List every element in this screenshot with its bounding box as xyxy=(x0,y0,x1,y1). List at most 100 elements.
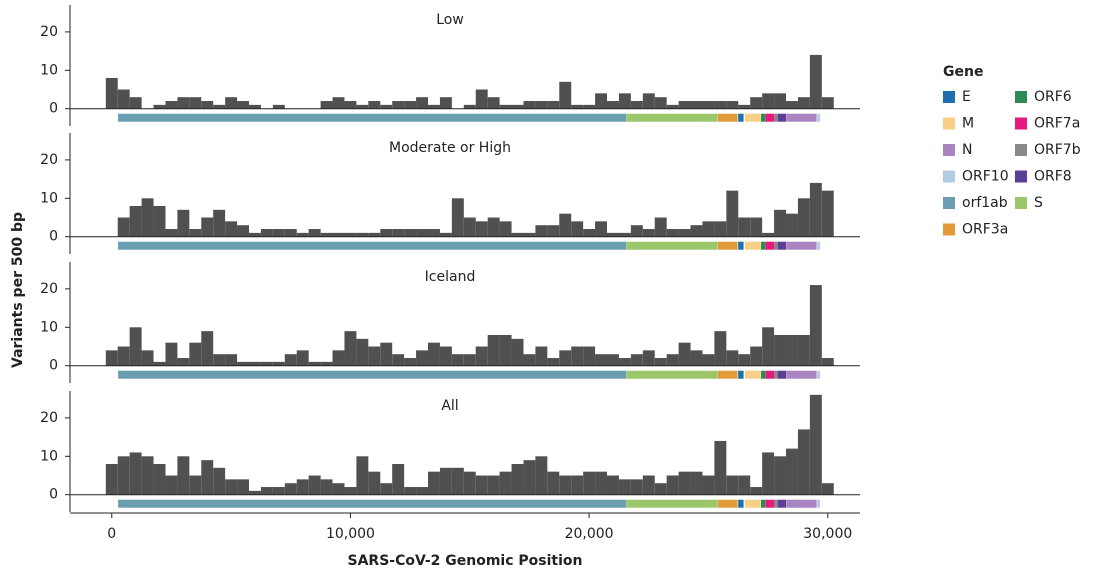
bar xyxy=(738,475,751,495)
gene-segment xyxy=(626,499,718,508)
bar xyxy=(225,221,238,237)
bar xyxy=(750,217,763,237)
bar xyxy=(750,97,763,109)
bar xyxy=(642,93,655,109)
bar xyxy=(642,475,655,495)
gene-segment xyxy=(777,370,787,379)
bar xyxy=(690,350,703,366)
bar xyxy=(356,104,369,109)
bar xyxy=(451,467,464,495)
bar xyxy=(189,342,202,366)
bar xyxy=(392,229,405,237)
gene-segment xyxy=(118,113,627,122)
bar xyxy=(499,471,512,495)
bar xyxy=(547,358,560,366)
gene-segment xyxy=(626,370,718,379)
legend-label: ORF7b xyxy=(1034,142,1081,158)
legend-swatch xyxy=(1015,117,1027,130)
bar xyxy=(511,338,524,366)
gene-segment xyxy=(118,499,627,508)
bar xyxy=(213,209,226,237)
bar xyxy=(284,229,297,237)
bar xyxy=(237,361,250,366)
y-tick-label: 20 xyxy=(40,152,58,168)
bar xyxy=(654,358,667,366)
bar xyxy=(439,467,452,495)
bar xyxy=(821,483,834,495)
bar xyxy=(559,475,572,495)
gene-segment xyxy=(777,499,787,508)
bar xyxy=(690,225,703,237)
gene-segment xyxy=(817,370,820,379)
y-axis-label: Variants per 500 bp xyxy=(10,212,26,368)
bar xyxy=(213,467,226,495)
bar xyxy=(797,97,810,109)
gene-segment xyxy=(774,499,778,508)
bar xyxy=(702,221,715,237)
x-tick-label: 0 xyxy=(107,526,116,542)
legend-swatch xyxy=(1015,144,1027,156)
bar xyxy=(272,361,285,366)
bar xyxy=(368,101,381,109)
bar xyxy=(416,229,429,237)
bar xyxy=(272,229,285,237)
bar xyxy=(117,456,130,495)
bar xyxy=(666,475,679,495)
bar xyxy=(762,452,775,495)
panel-title: Moderate or High xyxy=(389,140,511,156)
gene-segment xyxy=(817,499,820,508)
y-tick-label: 0 xyxy=(49,358,58,374)
gene-segment xyxy=(760,241,766,250)
bar xyxy=(571,475,584,495)
y-tick-label: 10 xyxy=(40,62,58,78)
bar xyxy=(654,97,667,109)
bar xyxy=(475,221,488,237)
bar xyxy=(607,475,619,495)
bar xyxy=(547,225,560,237)
bar xyxy=(809,394,822,495)
bar xyxy=(439,346,452,366)
bar xyxy=(237,101,250,109)
gene-segment xyxy=(738,370,744,379)
bar xyxy=(618,232,631,237)
bar xyxy=(774,334,787,366)
legend-swatch xyxy=(943,144,955,156)
bar xyxy=(618,479,631,495)
bar xyxy=(499,104,512,109)
bar xyxy=(487,475,500,495)
bar xyxy=(177,209,190,237)
gene-segment xyxy=(738,241,744,250)
bar xyxy=(129,327,142,366)
bar xyxy=(308,475,321,495)
bar xyxy=(487,217,500,237)
bar xyxy=(320,101,333,109)
gene-segment xyxy=(118,370,627,379)
bar xyxy=(774,456,787,495)
gene-segment xyxy=(774,241,778,250)
bar xyxy=(105,350,118,366)
bar xyxy=(726,101,739,109)
bar xyxy=(809,182,822,237)
bar xyxy=(786,448,798,495)
bar xyxy=(368,346,381,366)
bar xyxy=(738,104,751,109)
gene-segment xyxy=(817,241,820,250)
bar xyxy=(260,487,273,495)
gene-segment xyxy=(626,241,718,250)
panel-title: Iceland xyxy=(425,269,476,285)
bar xyxy=(821,190,834,237)
bar xyxy=(416,487,429,495)
x-tick-label: 30,000 xyxy=(803,526,852,542)
bar xyxy=(177,97,190,109)
bar xyxy=(344,331,357,366)
gene-segment xyxy=(786,113,817,122)
bar xyxy=(630,101,643,109)
bar xyxy=(475,346,488,366)
bar xyxy=(428,342,440,366)
bar xyxy=(380,229,393,237)
legend-swatch xyxy=(943,91,955,103)
legend-swatch xyxy=(943,117,955,130)
y-tick-label: 0 xyxy=(49,487,58,503)
bar xyxy=(177,456,190,495)
